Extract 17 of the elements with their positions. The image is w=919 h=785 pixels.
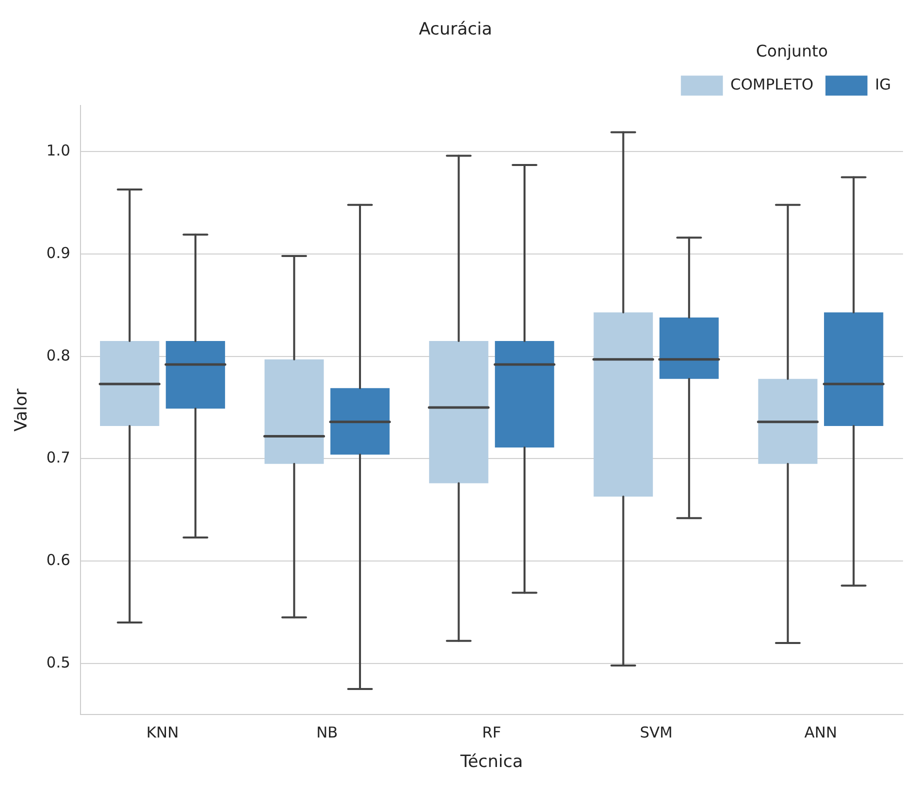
y-tick-label: 0.5 (46, 653, 70, 672)
x-tick-label: NB (316, 723, 338, 742)
x-tick-label: RF (482, 723, 502, 742)
y-tick-label: 0.8 (46, 346, 70, 364)
legend-label: IG (874, 75, 892, 94)
chart-title: Acurácia (418, 20, 492, 40)
x-tick-label: ANN (804, 723, 838, 742)
x-axis-title: Técnica (459, 752, 523, 772)
y-tick-label: 0.7 (46, 448, 70, 467)
y-tick-label: 0.9 (46, 244, 70, 262)
y-axis-title: Valor (12, 388, 32, 432)
x-tick-label: SVM (640, 723, 673, 742)
y-tick-label: 0.6 (46, 550, 70, 569)
legend-label: COMPLETO (730, 75, 814, 94)
y-tick-label: 1.0 (46, 142, 70, 160)
x-tick-label: KNN (146, 723, 179, 742)
legend-title: Conjunto (756, 42, 828, 61)
